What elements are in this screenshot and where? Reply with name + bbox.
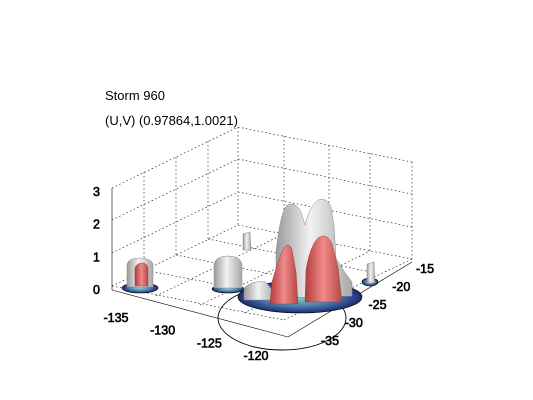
y-tick-label: -25 xyxy=(368,298,386,312)
red-isosurfaces xyxy=(134,235,343,305)
z-tick-label: 3 xyxy=(93,185,100,199)
y-tick-label: -20 xyxy=(392,280,410,294)
x-tick-label: -120 xyxy=(243,349,268,363)
axes-grid: 0 1 2 3 -135 -130 -125 -120 -15 -20 -25 -30 -35 xyxy=(93,126,435,364)
chart-title: Storm 960 xyxy=(105,88,165,103)
y-tick-label: -35 xyxy=(321,334,339,348)
z-tick-label: 2 xyxy=(93,218,100,232)
chart-subtitle: (U,V) (0.97864,1.0021) xyxy=(105,113,238,128)
z-tick-label: 0 xyxy=(93,283,100,297)
x-tick-label: -135 xyxy=(103,311,128,325)
y-tick-label: -15 xyxy=(416,262,434,276)
z-tick-label: 1 xyxy=(93,250,100,264)
tick-labels: 0 1 2 3 -135 -130 -125 -120 -15 -20 -25 -30 -35 xyxy=(93,185,435,364)
y-tick-label: -30 xyxy=(345,316,363,330)
x-tick-label: -130 xyxy=(150,324,175,338)
x-tick-label: -125 xyxy=(197,336,222,350)
